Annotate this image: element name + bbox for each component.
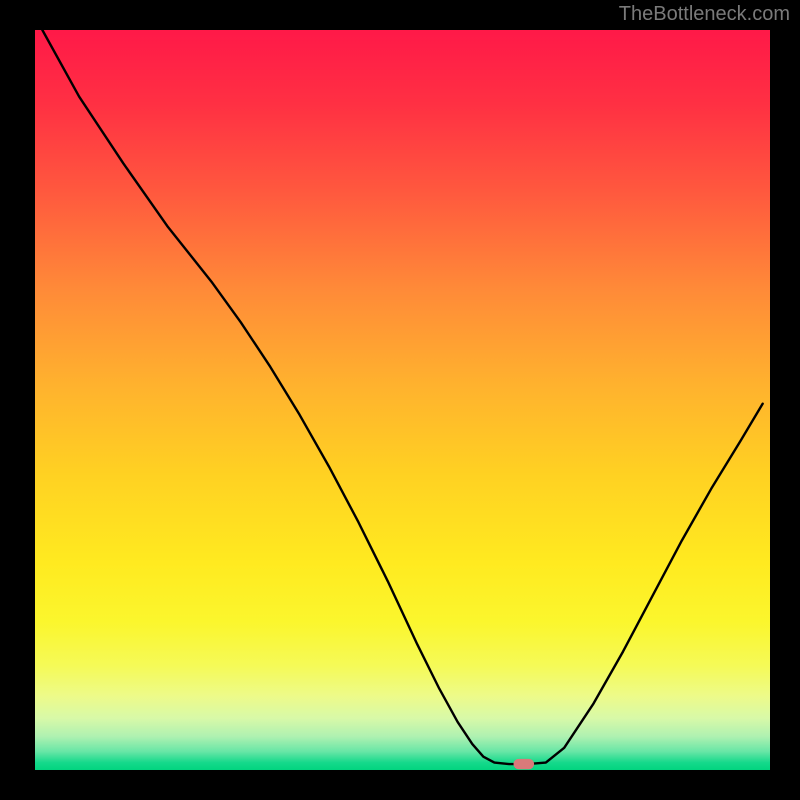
optimal-point-marker	[513, 759, 534, 769]
watermark-text: TheBottleneck.com	[619, 3, 790, 25]
chart-svg: TheBottleneck.com	[0, 0, 800, 800]
bottleneck-chart: TheBottleneck.com	[0, 0, 800, 800]
plot-area	[35, 30, 770, 770]
